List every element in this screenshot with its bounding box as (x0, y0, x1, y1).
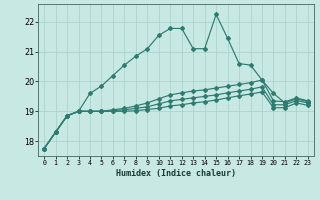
X-axis label: Humidex (Indice chaleur): Humidex (Indice chaleur) (116, 169, 236, 178)
